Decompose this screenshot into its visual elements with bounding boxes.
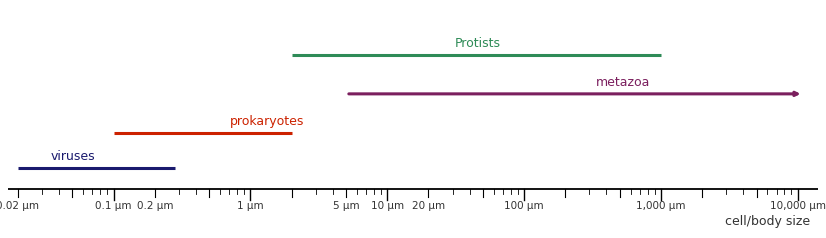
Text: 5 μm: 5 μm	[333, 201, 359, 211]
Text: 10 μm: 10 μm	[371, 201, 404, 211]
Text: prokaryotes: prokaryotes	[230, 115, 305, 128]
Text: 100 μm: 100 μm	[504, 201, 544, 211]
Text: metazoa: metazoa	[596, 76, 651, 89]
Text: 0.02 μm: 0.02 μm	[0, 201, 40, 211]
Text: 10,000 μm: 10,000 μm	[770, 201, 826, 211]
Text: 0.2 μm: 0.2 μm	[136, 201, 173, 211]
Text: 1,000 μm: 1,000 μm	[636, 201, 686, 211]
Text: 1 μm: 1 μm	[237, 201, 263, 211]
Text: cell/body size: cell/body size	[724, 215, 809, 228]
Text: 0.1 μm: 0.1 μm	[95, 201, 132, 211]
Text: Protists: Protists	[455, 37, 501, 50]
Text: 20 μm: 20 μm	[412, 201, 445, 211]
Text: viruses: viruses	[50, 150, 95, 163]
